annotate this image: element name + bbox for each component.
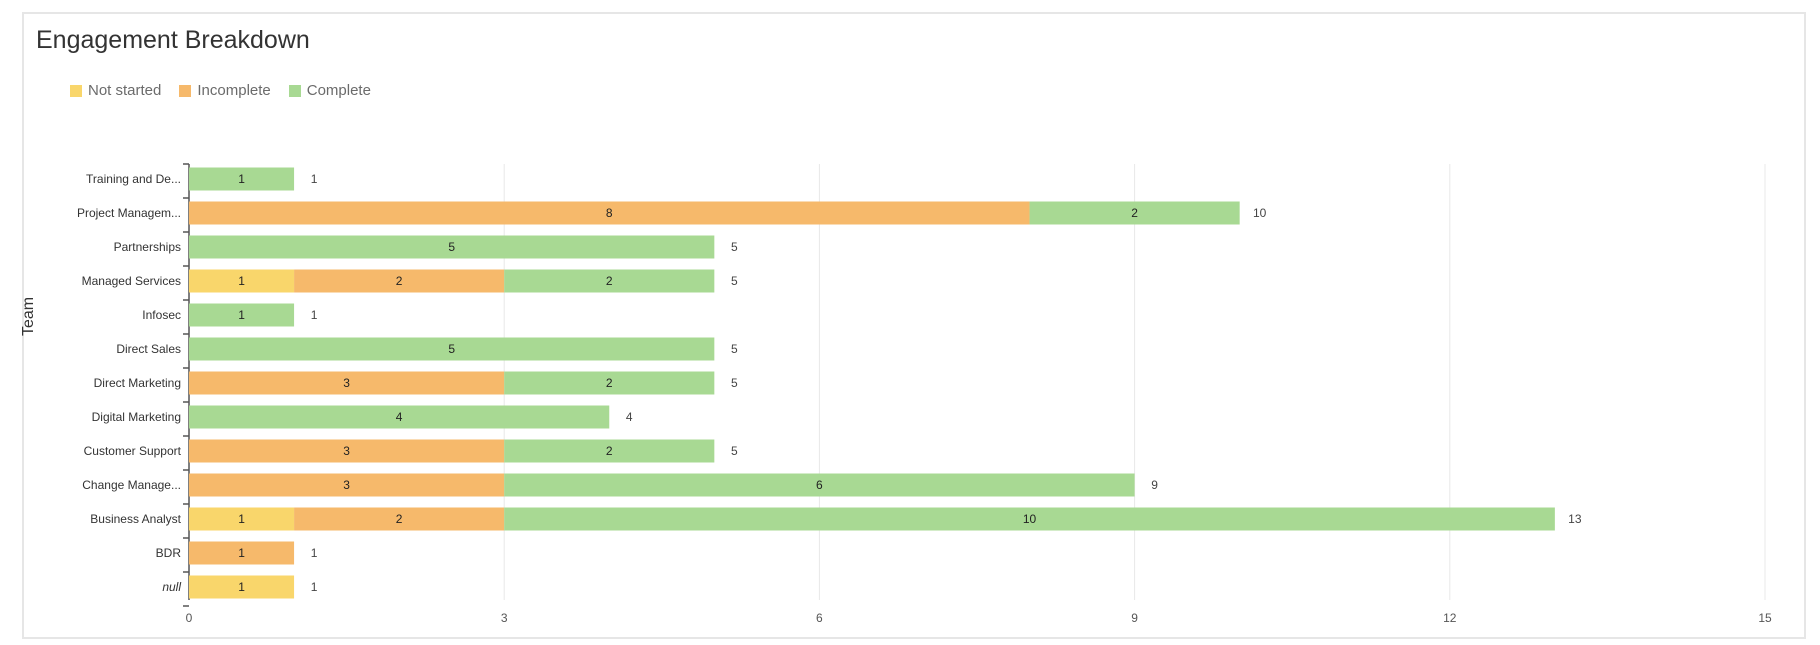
data-label: 1: [238, 580, 245, 594]
y-tick-label: Change Manage...: [82, 478, 181, 492]
data-label: 2: [396, 512, 403, 526]
total-label: 13: [1568, 512, 1582, 526]
chart-card: Engagement Breakdown Not started Incompl…: [22, 12, 1806, 639]
data-label: 1: [238, 512, 245, 526]
data-label: 5: [448, 342, 455, 356]
y-tick-label: Direct Sales: [116, 342, 181, 356]
data-label: 3: [343, 478, 350, 492]
x-tick-label: 12: [1443, 611, 1457, 625]
total-label: 10: [1253, 206, 1267, 220]
y-tick-label: Managed Services: [82, 274, 181, 288]
x-tick-label: 15: [1758, 611, 1772, 625]
data-label: 1: [238, 546, 245, 560]
data-label: 4: [396, 410, 403, 424]
bar-segment: [504, 371, 715, 395]
data-label: 1: [238, 172, 245, 186]
total-label: 5: [731, 376, 738, 390]
y-tick-label: BDR: [156, 546, 182, 560]
legend: Not started Incomplete Complete: [70, 82, 371, 99]
bar-segment: [189, 575, 295, 599]
total-label: 5: [731, 342, 738, 356]
y-tick-label: Project Managem...: [77, 206, 181, 220]
legend-swatch-complete: [288, 84, 301, 97]
data-label: 2: [1131, 206, 1138, 220]
bar-segment: [189, 507, 295, 531]
data-label: 3: [343, 376, 350, 390]
legend-item-not-started[interactable]: Not started: [70, 82, 161, 99]
bar-segment: [189, 303, 295, 327]
y-tick-label: Partnerships: [114, 240, 181, 254]
data-label: 2: [606, 444, 613, 458]
total-label: 1: [311, 308, 318, 322]
bar-segment: [189, 337, 715, 361]
y-tick-label: null: [162, 580, 181, 594]
total-label: 5: [731, 444, 738, 458]
data-label: 1: [238, 308, 245, 322]
legend-item-complete[interactable]: Complete: [288, 82, 371, 99]
bar-segment: [1029, 201, 1240, 225]
x-tick-label: 9: [1131, 611, 1138, 625]
bar-segment: [504, 269, 715, 293]
bar-segment: [189, 473, 505, 497]
y-tick-label: Training and De...: [86, 172, 181, 186]
data-label: 5: [448, 240, 455, 254]
data-label: 6: [816, 478, 823, 492]
data-label: 10: [1023, 512, 1037, 526]
legend-item-incomplete[interactable]: Incomplete: [179, 82, 271, 99]
bar-segment: [504, 507, 1555, 531]
legend-swatch-incomplete: [179, 84, 192, 97]
legend-label-complete: Complete: [306, 82, 371, 99]
y-tick-label: Business Analyst: [90, 512, 181, 526]
legend-label-incomplete: Incomplete: [197, 82, 271, 99]
data-label: 1: [238, 274, 245, 288]
bar-segment: [189, 405, 610, 429]
data-label: 3: [343, 444, 350, 458]
y-tick-label: Infosec: [142, 308, 181, 322]
total-label: 4: [626, 410, 633, 424]
bar-segment: [504, 473, 1135, 497]
bar-segment: [189, 439, 505, 463]
legend-swatch-not-started: [70, 84, 82, 97]
x-tick-label: 3: [501, 611, 508, 625]
bar-segment: [189, 201, 1030, 225]
legend-label-not-started: Not started: [88, 82, 162, 99]
total-label: 1: [311, 546, 318, 560]
bar-segment: [189, 541, 295, 565]
bar-segment: [189, 235, 715, 259]
data-label: 2: [606, 376, 613, 390]
data-label: 8: [606, 206, 613, 220]
data-label: 2: [396, 274, 403, 288]
bar-segment: [189, 371, 505, 395]
total-label: 1: [311, 580, 318, 594]
y-tick-label: Direct Marketing: [94, 376, 181, 390]
bar-segment: [189, 269, 295, 293]
x-tick-label: 0: [186, 611, 193, 625]
bar-segment: [504, 439, 715, 463]
y-tick-label: Digital Marketing: [92, 410, 181, 424]
x-tick-label: 6: [816, 611, 823, 625]
bar-segment: [294, 507, 505, 531]
total-label: 5: [731, 240, 738, 254]
total-label: 5: [731, 274, 738, 288]
total-label: 1: [311, 172, 318, 186]
total-label: 9: [1151, 478, 1158, 492]
data-label: 2: [606, 274, 613, 288]
bar-segment: [294, 269, 505, 293]
y-tick-label: Customer Support: [84, 444, 182, 458]
chart-title: Engagement Breakdown: [36, 26, 310, 54]
bar-segment: [189, 167, 295, 191]
